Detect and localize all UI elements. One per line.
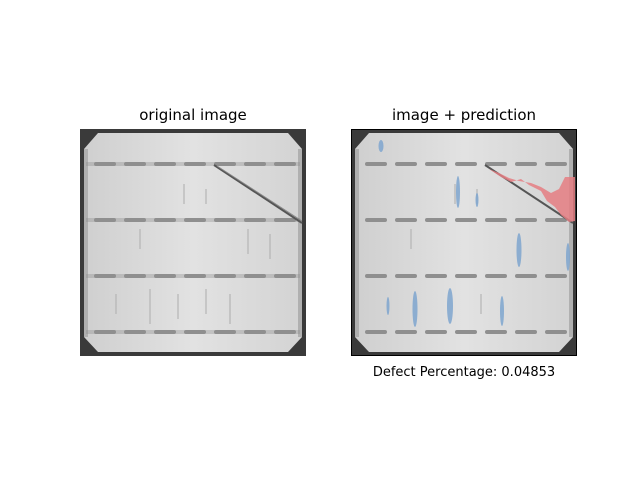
left-panel-title: original image bbox=[139, 106, 247, 124]
original-image bbox=[80, 129, 306, 356]
prediction-overlay-image bbox=[351, 129, 577, 356]
blue-defect-regions bbox=[378, 140, 570, 327]
defect-percentage-caption: Defect Percentage: 0.04853 bbox=[372, 365, 556, 380]
red-defect-region bbox=[489, 169, 575, 222]
right-panel-title: image + prediction bbox=[391, 106, 537, 124]
